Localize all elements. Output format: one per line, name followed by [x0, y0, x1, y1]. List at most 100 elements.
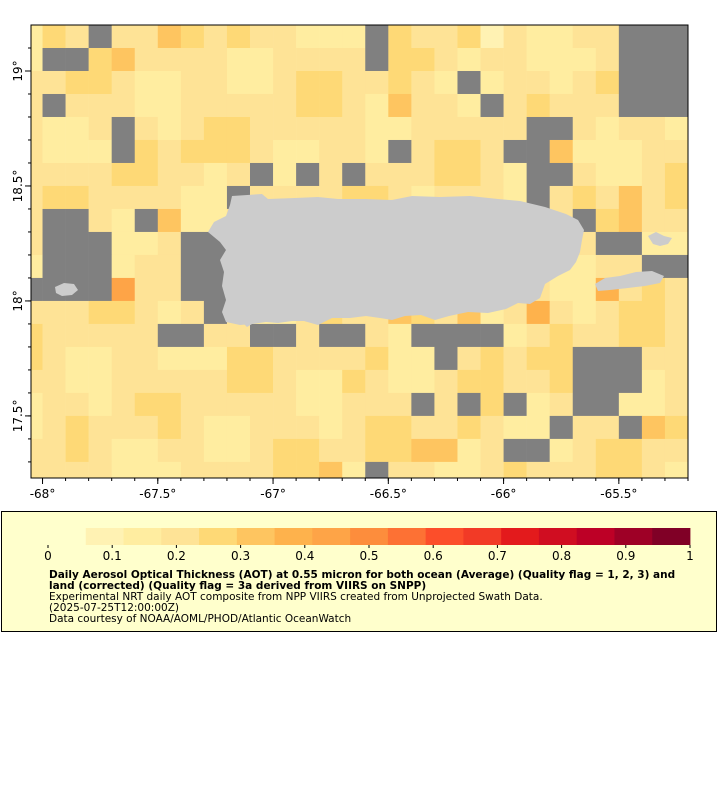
- aot-cell: [88, 392, 112, 417]
- aot-cell: [88, 415, 112, 440]
- aot-cell: [388, 25, 412, 49]
- aot-cell: [688, 439, 711, 462]
- aot-cell: [549, 461, 574, 478]
- aot-cell: [572, 116, 597, 141]
- aot-cell: [664, 185, 688, 210]
- aot-cell: [388, 415, 412, 440]
- map-figure: -68° -67.5° -67° -66.5° -66° -65.5° 17.5°18°1…: [11, 24, 711, 500]
- aot-cell: [388, 93, 412, 118]
- aot-cell: [688, 25, 711, 48]
- aot-cell: [503, 415, 527, 440]
- aot-cell: [434, 346, 458, 371]
- aot-cell: [503, 47, 527, 72]
- aot-cell: [157, 47, 182, 72]
- aot-cell: [134, 438, 159, 463]
- aot-cell: [595, 185, 620, 210]
- aot-cell: [88, 346, 112, 371]
- colorbar-swatch: [425, 528, 464, 545]
- aot-cell: [457, 70, 481, 95]
- aot-cell: [664, 346, 688, 371]
- aot-cell: [526, 346, 550, 371]
- aot-cell: [319, 162, 343, 187]
- aot-cell: [457, 369, 481, 394]
- aot-cell: [549, 438, 574, 463]
- aot-cell: [342, 25, 366, 49]
- aot-cell: [549, 346, 574, 371]
- colorbar-swatch: [652, 528, 691, 545]
- aot-cell: [526, 438, 550, 463]
- aot-cell: [250, 139, 274, 164]
- aot-cell: [411, 415, 435, 440]
- colorbar-ticks: 0 0.1 0.2 0.3 0.4 0.5 0.6 0.7 0.8 0.9 1: [44, 545, 694, 563]
- colorbar-tick-label: 0.7: [488, 549, 507, 563]
- aot-cell: [296, 323, 320, 348]
- aot-cell: [549, 139, 574, 164]
- aot-cell: [365, 25, 389, 49]
- aot-cell: [688, 324, 711, 347]
- aot-cell: [31, 93, 43, 118]
- aot-cell: [618, 438, 643, 463]
- colorbar-tick-label: 0: [44, 549, 52, 563]
- aot-cell: [42, 277, 66, 302]
- aot-cell: [595, 392, 620, 417]
- aot-cell: [595, 438, 620, 463]
- aot-cell: [134, 369, 159, 394]
- aot-cell: [31, 438, 43, 463]
- aot-cell: [134, 300, 159, 325]
- aot-cell: [31, 415, 43, 440]
- aot-cell: [664, 415, 688, 440]
- aot-cell: [434, 415, 458, 440]
- aot-cell: [88, 277, 112, 302]
- aot-cell: [31, 254, 43, 279]
- aot-cell: [572, 25, 597, 49]
- aot-cell: [111, 277, 136, 302]
- aot-cell: [111, 162, 136, 187]
- aot-cell: [434, 392, 458, 417]
- aot-cell: [31, 208, 43, 233]
- aot-cell: [157, 231, 182, 256]
- aot-cell: [595, 47, 620, 72]
- aot-cell: [65, 47, 89, 72]
- aot-cell: [111, 47, 136, 72]
- x-tick-label: -67°: [260, 487, 286, 500]
- aot-cell: [526, 162, 550, 187]
- aot-cell: [641, 300, 666, 325]
- aot-cell: [618, 369, 643, 394]
- aot-cell: [65, 346, 89, 371]
- aot-cell: [688, 163, 711, 186]
- aot-cell: [526, 392, 550, 417]
- aot-cell: [203, 415, 228, 440]
- aot-cell: [342, 323, 366, 348]
- aot-cell: [31, 346, 43, 371]
- aot-cell: [526, 323, 550, 348]
- colorbar-swatch: [199, 528, 238, 545]
- aot-cell: [296, 70, 320, 95]
- aot-cell: [526, 25, 550, 49]
- y-axis: 17.5° 18° 18.5° 19°: [11, 47, 31, 463]
- aot-cell: [572, 47, 597, 72]
- aot-cell: [365, 162, 389, 187]
- aot-cell: [526, 93, 550, 118]
- aot-cell: [434, 438, 458, 463]
- aot-cell: [549, 70, 574, 95]
- aot-cell: [503, 369, 527, 394]
- mona-island-land: [55, 283, 78, 296]
- aot-cell: [134, 231, 159, 256]
- aot-cell: [664, 438, 688, 463]
- aot-cell: [664, 25, 688, 49]
- aot-cell: [180, 116, 205, 141]
- aot-cell: [180, 254, 205, 279]
- aot-cell: [319, 461, 343, 478]
- aot-cell: [526, 300, 550, 325]
- aot-cell: [296, 93, 320, 118]
- aot-cell: [65, 369, 89, 394]
- plot-area: [31, 25, 711, 478]
- aot-cell: [111, 139, 136, 164]
- aot-cell: [365, 461, 389, 478]
- aot-cell: [319, 70, 343, 95]
- aot-cell: [641, 392, 666, 417]
- aot-cell: [42, 438, 66, 463]
- aot-cell: [273, 392, 297, 417]
- aot-cell: [273, 47, 297, 72]
- aot-cell: [111, 392, 136, 417]
